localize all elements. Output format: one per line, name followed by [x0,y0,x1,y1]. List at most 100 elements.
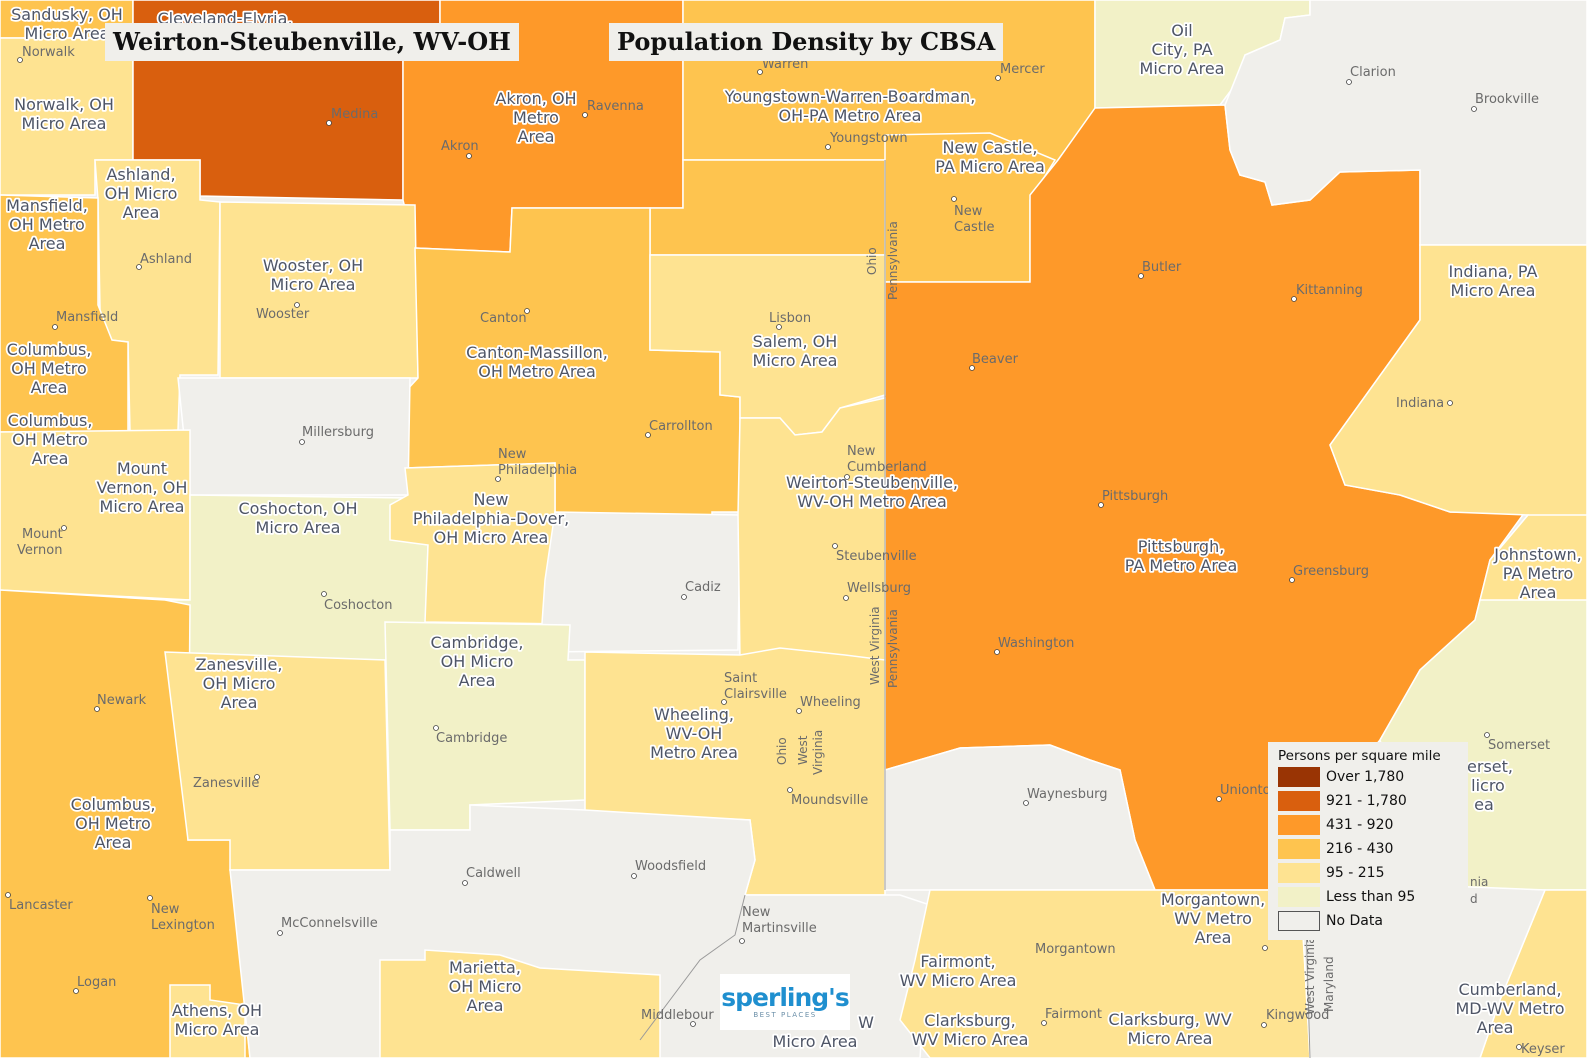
city-label-butler: Butler [1142,260,1182,275]
area-label-cumberland: Cumberland, MD-WV Metro Area [1455,980,1564,1037]
legend-row-921-1780: 921 - 1,780 [1278,790,1407,812]
legend-swatch [1278,863,1320,883]
city-label-lisbon: Lisbon [769,311,811,326]
region-youngstown-south [649,159,886,256]
city-label-wooster: Wooster [256,307,310,322]
area-label-zanesville: Zanesville, OH Micro Area [196,655,283,712]
area-label-weirton: Weirton-Steubenville, WV-OH Metro Area [786,473,958,511]
region-millersburg-nodata [177,377,411,496]
city-dot [433,725,439,731]
city-label-new-castle-2: Castle [954,220,995,235]
city-label-moundsville: Moundsville [791,793,868,808]
area-label-ashland: Ashland, OH Micro Area [105,165,178,222]
state-label-ohio-2: Ohio [775,737,789,765]
state-label-ohio: Ohio [865,247,879,275]
city-dot [994,649,1000,655]
city-label-kingwood: Kingwood [1266,1008,1329,1023]
city-label-canton: Canton [480,311,527,326]
city-dot [721,699,727,705]
city-dot [739,938,745,944]
city-label-pittsburgh: Pittsburgh [1102,489,1168,504]
state-label-west-virginia-2: West Virginia [1303,936,1317,1015]
area-label-marietta: Marietta, OH Micro Area [449,958,522,1015]
city-label-kittanning: Kittanning [1296,283,1363,298]
city-label-new-lexington-2: Lexington [151,918,215,933]
state-label-west-virginia: West Virginia [868,606,882,685]
city-dot [1289,577,1295,583]
city-dot [757,69,763,75]
state-label-virginia: Virginia [811,730,825,775]
oh-wv-border-river [639,894,746,1041]
city-dot [277,930,283,936]
city-dot [1216,796,1222,802]
legend-row-216-430: 216 - 430 [1278,838,1393,860]
city-dot [321,591,327,597]
area-label-morgantown: Morgantown, WV Metro Area [1161,890,1265,947]
area-label-mount-vernon: Mount Vernon, OH Micro Area [97,459,188,516]
city-label-carrollton: Carrollton [649,419,713,434]
city-dot [1346,79,1352,85]
city-dot [17,57,23,63]
area-labels: Sandusky, OH Micro Area Cleveland-Elyria,… [4,3,1583,1053]
city-label-beaver: Beaver [972,352,1019,367]
city-dot [843,595,849,601]
city-label-mercer: Mercer [1000,62,1045,77]
legend-swatch [1278,839,1320,859]
area-label-johnstown: Johnstown, PA Metro Area [1493,545,1582,602]
city-dot [524,308,530,314]
city-label-middlebourne: Middlebour [641,1008,714,1023]
legend-row-431-920: 431 - 920 [1278,814,1393,836]
city-label-mount-vernon-1: Mount [22,527,63,542]
city-label-morgantown: Morgantown [1035,942,1116,957]
city-label-new-phila-1: New [498,447,527,462]
sperlings-logo: sperling's BEST PLACES [720,974,850,1030]
area-label-indiana: Indiana, PA Micro Area [1449,262,1538,300]
city-dot [1291,296,1297,302]
city-dot [1516,1044,1522,1050]
area-label-oil-city: Oil City, PA Micro Area [1140,21,1225,78]
city-label-washington: Washington [998,636,1074,651]
legend-label: 431 - 920 [1326,817,1394,833]
city-dot [787,787,793,793]
city-dot [326,120,332,126]
legend-swatch [1278,815,1320,835]
city-label-saint-clairsville-1: Saint [724,671,757,686]
city-dot [969,365,975,371]
city-label-akron: Akron [441,139,479,154]
city-label-cadiz: Cadiz [685,580,721,595]
city-label-mcconnelsville: McConnelsville [281,916,378,931]
city-label-medina: Medina [331,107,378,122]
city-label-greensburg: Greensburg [1293,564,1369,579]
area-label-new-castle: New Castle, PA Micro Area [935,138,1045,176]
legend-label: Less than 95 [1326,889,1416,905]
city-label-lancaster: Lancaster [9,898,73,913]
city-label-keyser: Keyser [1521,1042,1565,1057]
city-dot [951,196,957,202]
city-dot [825,144,831,150]
area-label-new-phila: New Philadelphia-Dover, OH Micro Area [413,490,569,547]
state-label-partial-nia: nia [1470,875,1488,889]
legend-label: 216 - 430 [1326,841,1394,857]
city-dot [631,873,637,879]
area-label-clarksburg-2: Clarksburg, WV Micro Area [1108,1010,1231,1048]
city-label-waynesburg: Waynesburg [1027,787,1108,802]
city-label-mount-vernon-2: Vernon [17,543,62,558]
city-label-norwalk: Norwalk [22,45,75,60]
city-dot [136,264,142,270]
city-dot [73,988,79,994]
area-label-columbus-3: Columbus, OH Metro Area [71,795,156,852]
legend: Persons per square mile Over 1,780 921 -… [1268,742,1468,940]
city-dot [466,153,472,159]
area-label-clarksburg-1: Clarksburg, WV Micro Area [912,1011,1029,1049]
city-markers: Norwalk Medina Akron Ravenna Warren Merc… [5,45,1565,1057]
location-title: Weirton-Steubenville, WV-OH [105,23,519,61]
city-dot [832,543,838,549]
region-weirton [737,397,886,661]
city-dot [147,895,153,901]
area-label-bottom-partial: W Micro Area [773,1013,875,1051]
area-label-canton: Canton-Massillon, OH Metro Area [466,343,608,381]
city-label-millersburg: Millersburg [302,425,374,440]
city-label-wheeling: Wheeling [800,695,861,710]
legend-label: No Data [1326,913,1383,929]
